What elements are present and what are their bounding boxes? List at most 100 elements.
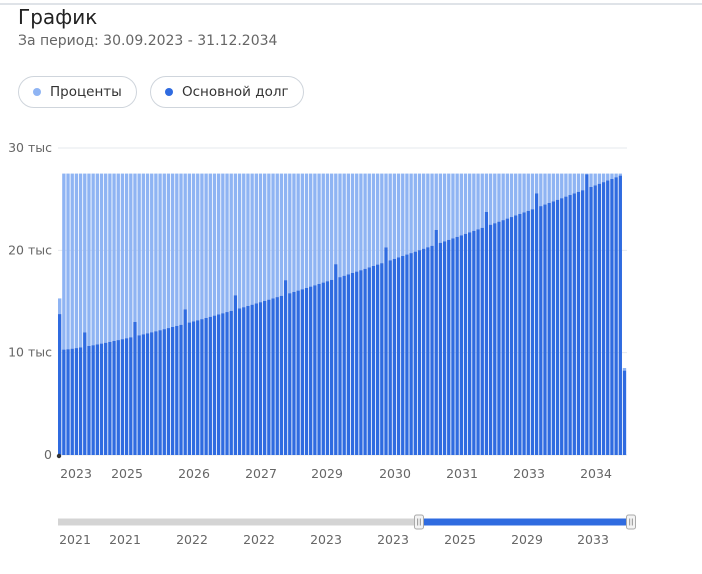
bar-interest[interactable] bbox=[288, 173, 292, 294]
bar-interest[interactable] bbox=[493, 173, 497, 224]
bar-interest[interactable] bbox=[539, 173, 543, 207]
bar-interest[interactable] bbox=[417, 173, 422, 251]
bar-principal[interactable] bbox=[534, 193, 539, 456]
bar-interest[interactable] bbox=[304, 173, 309, 288]
bar-interest[interactable] bbox=[409, 173, 413, 254]
bar-principal[interactable] bbox=[124, 338, 129, 455]
bar-principal[interactable] bbox=[505, 218, 510, 455]
bar-interest[interactable] bbox=[99, 173, 104, 344]
bar-interest[interactable] bbox=[254, 173, 258, 304]
bar-interest[interactable] bbox=[271, 173, 275, 299]
bar-interest[interactable] bbox=[438, 173, 443, 243]
bar-interest[interactable] bbox=[325, 173, 330, 282]
bar-interest[interactable] bbox=[505, 173, 510, 219]
bar-principal[interactable] bbox=[514, 215, 518, 455]
bar-interest[interactable] bbox=[225, 173, 229, 313]
bar-principal[interactable] bbox=[426, 247, 430, 455]
bar-interest[interactable] bbox=[463, 173, 468, 234]
bar-interest[interactable] bbox=[279, 173, 284, 296]
bar-principal[interactable] bbox=[576, 191, 581, 455]
bar-principal[interactable] bbox=[263, 300, 267, 455]
bar-principal[interactable] bbox=[484, 211, 489, 455]
bar-interest[interactable] bbox=[430, 173, 434, 246]
bar-interest[interactable] bbox=[580, 173, 585, 191]
bar-interest[interactable] bbox=[518, 173, 522, 214]
bar-interest[interactable] bbox=[145, 173, 150, 334]
bar-interest[interactable] bbox=[78, 173, 83, 348]
bar-principal[interactable] bbox=[229, 310, 233, 455]
bar-principal[interactable] bbox=[317, 283, 321, 455]
bar-interest[interactable] bbox=[133, 173, 137, 322]
bar-principal[interactable] bbox=[430, 245, 434, 455]
bar-principal[interactable] bbox=[233, 295, 238, 455]
bar-interest[interactable] bbox=[170, 173, 175, 327]
bar-interest[interactable] bbox=[112, 173, 116, 341]
bar-interest[interactable] bbox=[384, 173, 388, 248]
bar-interest[interactable] bbox=[472, 173, 476, 231]
bar-interest[interactable] bbox=[413, 173, 417, 252]
bar-interest[interactable] bbox=[426, 173, 430, 248]
bar-principal[interactable] bbox=[158, 330, 162, 455]
bar-interest[interactable] bbox=[405, 173, 409, 255]
bar-interest[interactable] bbox=[216, 173, 221, 315]
bar-interest[interactable] bbox=[459, 173, 463, 236]
bar-interest[interactable] bbox=[497, 173, 501, 222]
bar-principal[interactable] bbox=[237, 308, 242, 455]
bar-interest[interactable] bbox=[355, 173, 359, 272]
bar-principal[interactable] bbox=[129, 337, 133, 455]
bar-interest[interactable] bbox=[589, 173, 593, 187]
bar-principal[interactable] bbox=[183, 309, 187, 455]
bar-principal[interactable] bbox=[321, 282, 325, 455]
bar-principal[interactable] bbox=[463, 233, 468, 455]
bar-interest[interactable] bbox=[321, 173, 325, 283]
bar-interest[interactable] bbox=[346, 173, 351, 275]
bar-principal[interactable] bbox=[396, 257, 401, 455]
bar-interest[interactable] bbox=[267, 173, 271, 300]
bar-interest[interactable] bbox=[212, 173, 217, 316]
bar-principal[interactable] bbox=[329, 279, 334, 455]
bar-interest[interactable] bbox=[166, 173, 171, 329]
bar-interest[interactable] bbox=[455, 173, 459, 237]
bar-interest[interactable] bbox=[116, 173, 120, 341]
bar-principal[interactable] bbox=[526, 210, 530, 455]
bar-principal[interactable] bbox=[501, 220, 505, 455]
bar-interest[interactable] bbox=[388, 173, 392, 261]
bar-interest[interactable] bbox=[551, 173, 556, 202]
bar-principal[interactable] bbox=[104, 342, 108, 455]
bar-principal[interactable] bbox=[417, 250, 422, 455]
bar-interest[interactable] bbox=[66, 173, 70, 350]
bar-interest[interactable] bbox=[317, 173, 321, 284]
bar-principal[interactable] bbox=[338, 277, 342, 455]
bar-principal[interactable] bbox=[551, 201, 556, 455]
bar-principal[interactable] bbox=[380, 263, 384, 455]
bar-principal[interactable] bbox=[476, 229, 480, 455]
bar-interest[interactable] bbox=[150, 173, 154, 333]
bar-interest[interactable] bbox=[484, 173, 489, 212]
bar-principal[interactable] bbox=[480, 227, 484, 455]
bar-principal[interactable] bbox=[313, 285, 317, 455]
bar-interest[interactable] bbox=[572, 173, 576, 194]
bar-principal[interactable] bbox=[283, 280, 288, 455]
bar-principal[interactable] bbox=[267, 299, 271, 455]
bar-principal[interactable] bbox=[614, 177, 618, 455]
bar-interest[interactable] bbox=[451, 173, 455, 239]
bar-principal[interactable] bbox=[108, 341, 112, 455]
bar-interest[interactable] bbox=[363, 173, 367, 269]
bar-interest[interactable] bbox=[296, 173, 300, 291]
bar-principal[interactable] bbox=[438, 242, 443, 455]
bar-principal[interactable] bbox=[208, 316, 212, 455]
bar-principal[interactable] bbox=[509, 217, 514, 455]
bar-principal[interactable] bbox=[204, 317, 208, 455]
bar-interest[interactable] bbox=[95, 173, 100, 345]
bar-interest[interactable] bbox=[187, 173, 192, 323]
bar-interest[interactable] bbox=[601, 173, 606, 183]
navigator-handle-right[interactable] bbox=[626, 514, 636, 530]
bar-principal[interactable] bbox=[580, 190, 585, 456]
bar-interest[interactable] bbox=[175, 173, 179, 326]
bar-principal[interactable] bbox=[162, 329, 166, 455]
bar-interest[interactable] bbox=[555, 173, 560, 200]
bar-interest[interactable] bbox=[501, 173, 505, 221]
bar-interest[interactable] bbox=[62, 173, 66, 350]
navigator-handle-left[interactable] bbox=[413, 514, 424, 530]
bar-interest[interactable] bbox=[522, 173, 526, 213]
